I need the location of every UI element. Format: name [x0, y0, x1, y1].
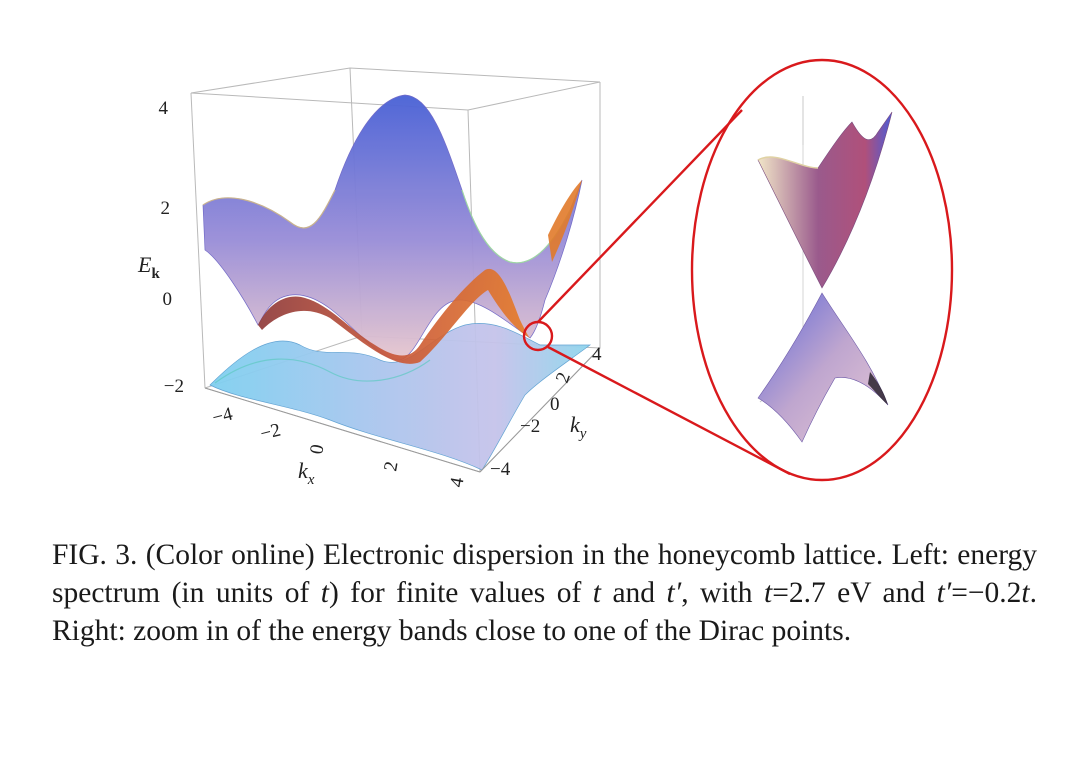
y-tick: −4	[490, 459, 511, 480]
upper-band-surface	[202, 94, 583, 361]
lower-band-surface	[209, 323, 592, 471]
y-tick: 0	[550, 394, 560, 415]
x-tick: −4	[210, 403, 235, 428]
y-axis-ticks: 4 2 0 −2 −4	[490, 344, 602, 480]
band-ridge	[258, 268, 530, 364]
x-tick: 2	[380, 460, 402, 473]
y-tick: −2	[520, 416, 540, 437]
z-tick: 0	[163, 289, 173, 310]
z-tick: 4	[159, 98, 169, 119]
caption-label: FIG. 3.	[52, 539, 138, 571]
lower-cone	[757, 292, 889, 443]
z-axis-label: Ek	[137, 252, 160, 282]
upper-cone	[757, 111, 893, 289]
dispersion-figure: 4 2 0 −2 Ek −4 −2 0 2 4 kx 4 2 0 −2 −4 k…	[137, 58, 954, 489]
figure-caption: FIG. 3. (Color online) Electronic disper…	[52, 539, 1037, 647]
y-tick: 2	[552, 370, 575, 386]
y-tick: 4	[592, 344, 602, 365]
x-axis-ticks: −4 −2 0 2 4	[210, 403, 469, 488]
y-axis-label: ky	[570, 412, 587, 442]
dirac-cone-zoom	[757, 96, 893, 443]
zoom-connector	[522, 58, 954, 482]
z-tick: −2	[164, 376, 184, 397]
x-tick: −2	[258, 420, 283, 445]
z-tick: 2	[161, 198, 171, 219]
x-tick: 4	[446, 475, 468, 488]
z-axis-ticks: 4 2 0 −2	[159, 98, 185, 397]
x-tick: 0	[306, 443, 328, 456]
x-axis-label: kx	[298, 458, 315, 488]
